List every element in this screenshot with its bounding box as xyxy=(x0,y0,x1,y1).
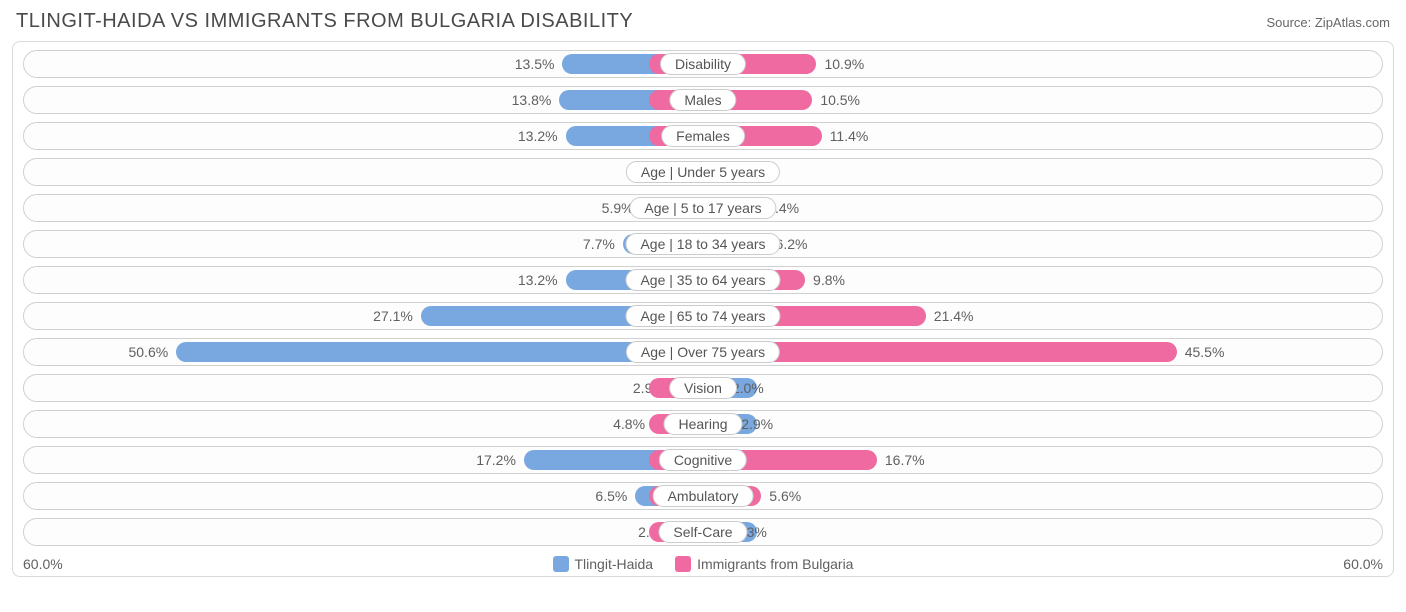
track-left: 27.1% xyxy=(24,303,703,329)
track-right: 21.4% xyxy=(703,303,1382,329)
track-right: 11.4% xyxy=(703,123,1382,149)
category-label: Hearing xyxy=(663,413,742,435)
track-left: 17.2% xyxy=(24,447,703,473)
track-left: 2.9% xyxy=(24,375,703,401)
value-left: 27.1% xyxy=(365,308,421,324)
legend-label-left: Tlingit-Haida xyxy=(575,556,654,572)
diverging-bar-chart: 13.5% 10.9% Disability 13.8% 10.5% Males 13.2%… xyxy=(12,41,1394,577)
value-left: 13.2% xyxy=(510,272,566,288)
category-label: Age | 35 to 64 years xyxy=(625,269,780,291)
chart-row: 5.9%5.4%Age | 5 to 17 years xyxy=(23,194,1383,222)
chart-row: 13.2% 9.8% Age | 35 to 64 years xyxy=(23,266,1383,294)
track-right: 2.9% xyxy=(703,411,1382,437)
chart-row: 50.6% 45.5% Age | Over 75 years xyxy=(23,338,1383,366)
value-left: 13.5% xyxy=(507,56,563,72)
value-left: 50.6% xyxy=(120,344,176,360)
legend: Tlingit-Haida Immigrants from Bulgaria xyxy=(63,556,1344,572)
track-right: 5.4% xyxy=(703,195,1382,221)
value-right: 5.6% xyxy=(761,488,809,504)
axis-max-left: 60.0% xyxy=(23,556,63,572)
track-right: 5.6% xyxy=(703,483,1382,509)
chart-row: 2.4%2.3%Self-Care xyxy=(23,518,1383,546)
category-label: Females xyxy=(661,125,745,147)
chart-footer: 60.0% Tlingit-Haida Immigrants from Bulg… xyxy=(23,554,1383,572)
category-label: Age | 65 to 74 years xyxy=(625,305,780,327)
axis-max-right: 60.0% xyxy=(1343,556,1383,572)
chart-source: Source: ZipAtlas.com xyxy=(1266,15,1390,30)
legend-item-right: Immigrants from Bulgaria xyxy=(675,556,853,572)
value-right: 10.9% xyxy=(816,56,872,72)
category-label: Age | 18 to 34 years xyxy=(625,233,780,255)
chart-row: 7.7% 6.2%Age | 18 to 34 years xyxy=(23,230,1383,258)
chart-row: 4.8% 2.9%Hearing xyxy=(23,410,1383,438)
track-right: 16.7% xyxy=(703,447,1382,473)
value-left: 17.2% xyxy=(468,452,524,468)
track-right: 6.2% xyxy=(703,231,1382,257)
track-left: 5.9% xyxy=(24,195,703,221)
chart-row: 1.5%1.1%Age | Under 5 years xyxy=(23,158,1383,186)
value-left: 6.5% xyxy=(587,488,635,504)
track-left: 1.5% xyxy=(24,159,703,185)
legend-swatch-right xyxy=(675,556,691,572)
chart-row: 6.5% 5.6% Ambulatory xyxy=(23,482,1383,510)
value-left: 13.2% xyxy=(510,128,566,144)
category-label: Age | Under 5 years xyxy=(626,161,780,183)
track-left: 13.2% xyxy=(24,123,703,149)
category-label: Vision xyxy=(669,377,737,399)
value-left: 4.8% xyxy=(605,416,653,432)
chart-row: 13.2% 11.4% Females xyxy=(23,122,1383,150)
track-left: 7.7% xyxy=(24,231,703,257)
category-label: Ambulatory xyxy=(653,485,754,507)
track-left: 50.6% xyxy=(24,339,703,365)
category-label: Disability xyxy=(660,53,746,75)
value-left: 13.8% xyxy=(504,92,560,108)
track-right: 2.0% xyxy=(703,375,1382,401)
value-right: 16.7% xyxy=(877,452,933,468)
category-label: Age | Over 75 years xyxy=(626,341,780,363)
track-left: 4.8% xyxy=(24,411,703,437)
category-label: Cognitive xyxy=(659,449,747,471)
chart-title: TLINGIT-HAIDA VS IMMIGRANTS FROM BULGARI… xyxy=(16,10,633,33)
track-right: 1.1% xyxy=(703,159,1382,185)
chart-row: 2.9%2.0%Vision xyxy=(23,374,1383,402)
legend-label-right: Immigrants from Bulgaria xyxy=(697,556,853,572)
track-left: 13.2% xyxy=(24,267,703,293)
chart-row: 13.5% 10.9% Disability xyxy=(23,50,1383,78)
legend-swatch-left xyxy=(553,556,569,572)
legend-item-left: Tlingit-Haida xyxy=(553,556,654,572)
track-right: 10.9% xyxy=(703,51,1382,77)
value-right: 10.5% xyxy=(812,92,868,108)
track-right: 45.5% xyxy=(703,339,1382,365)
chart-row: 17.2% 16.7% Cognitive xyxy=(23,446,1383,474)
track-left: 2.4% xyxy=(24,519,703,545)
value-right: 21.4% xyxy=(926,308,982,324)
track-right: 10.5% xyxy=(703,87,1382,113)
value-left: 7.7% xyxy=(575,236,623,252)
chart-row: 13.8% 10.5% Males xyxy=(23,86,1383,114)
track-left: 6.5% xyxy=(24,483,703,509)
chart-header: TLINGIT-HAIDA VS IMMIGRANTS FROM BULGARI… xyxy=(12,10,1394,41)
value-right: 45.5% xyxy=(1177,344,1233,360)
value-right: 11.4% xyxy=(822,128,877,144)
category-label: Age | 5 to 17 years xyxy=(629,197,776,219)
category-label: Self-Care xyxy=(658,521,747,543)
track-right: 2.3% xyxy=(703,519,1382,545)
track-left: 13.8% xyxy=(24,87,703,113)
track-left: 13.5% xyxy=(24,51,703,77)
track-right: 9.8% xyxy=(703,267,1382,293)
category-label: Males xyxy=(669,89,736,111)
value-right: 9.8% xyxy=(805,272,853,288)
chart-row: 27.1% 21.4% Age | 65 to 74 years xyxy=(23,302,1383,330)
